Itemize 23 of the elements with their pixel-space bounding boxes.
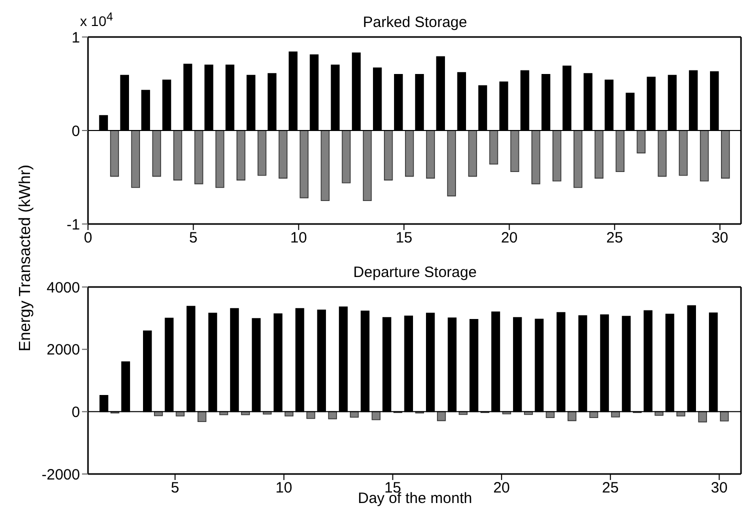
y-tick-label: -1 — [66, 216, 80, 234]
y-tick-label: 2000 — [46, 342, 80, 359]
y-tick-label: 1 — [72, 29, 80, 46]
chart-title: Parked Storage — [362, 14, 468, 31]
chart-title: Departure Storage — [353, 264, 477, 281]
y-tick-label: 0 — [72, 122, 80, 140]
y-tick-label: 0 — [72, 404, 80, 421]
x-tick-label: 30 — [710, 480, 728, 497]
y-axis-title: Energy Transacted (kWhr) — [17, 164, 34, 352]
x-tick-label: 30 — [712, 230, 728, 247]
x-tick-label: 5 — [189, 230, 198, 247]
x-tick-label: 15 — [396, 230, 412, 247]
y-tick-label: -2000 — [42, 466, 80, 484]
x-tick-label: 20 — [500, 230, 518, 247]
text: x 10$^{4}$ — [80, 10, 113, 29]
x-tick-label: 25 — [602, 480, 619, 497]
x-tick-label: 20 — [493, 480, 510, 497]
x-tick-label: 5 — [170, 480, 180, 497]
x-tick-label: 0 — [84, 230, 92, 247]
x-tick-label: 10 — [290, 230, 307, 247]
y-tick-label: 4000 — [46, 279, 80, 296]
x-tick-label: 10 — [276, 480, 292, 497]
x-tick-label: 25 — [606, 230, 623, 247]
